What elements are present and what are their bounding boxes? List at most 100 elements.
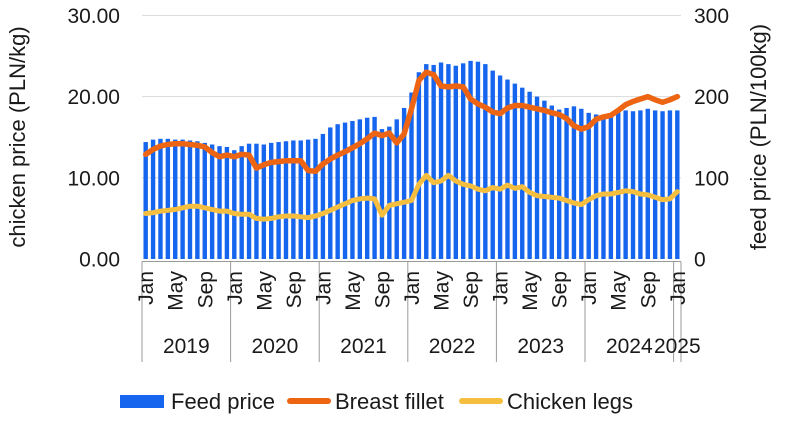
month-label: Jan <box>401 271 424 305</box>
bar-feed-price <box>298 140 303 259</box>
left-axis-title: chicken price (PLN/kg) <box>5 26 30 247</box>
legend-label-feed-price: Feed price <box>171 389 275 414</box>
bar-feed-price <box>520 87 525 259</box>
month-label: Sep <box>460 271 483 308</box>
bar-feed-price <box>490 70 495 259</box>
bar-feed-price <box>276 142 281 259</box>
bar-feed-price <box>165 138 171 259</box>
bar-feed-price <box>638 110 643 260</box>
bar-feed-price <box>246 143 252 259</box>
right-tick-label: 0 <box>694 249 706 272</box>
feed-price-bars <box>143 60 680 260</box>
right-tick-label: 100 <box>694 167 729 190</box>
bar-feed-price <box>542 100 547 259</box>
bar-feed-price <box>527 91 532 259</box>
month-label: May <box>519 271 542 311</box>
month-label: Jan <box>135 271 158 305</box>
bar-feed-price <box>660 111 665 259</box>
bar-feed-price <box>549 105 554 259</box>
month-label: Jan <box>578 271 601 305</box>
bar-feed-price <box>512 83 518 259</box>
month-label: Jan <box>490 271 513 305</box>
bar-feed-price <box>342 122 348 259</box>
bar-feed-price <box>438 62 444 259</box>
bar-feed-price <box>593 114 599 260</box>
bar-feed-price <box>158 138 163 259</box>
month-label: May <box>253 271 276 311</box>
x-axis-band: Jan May Sep 2019 Jan May Sep 2020 Jan May Sep 2021 J… <box>135 261 701 362</box>
bar-feed-price <box>652 110 658 260</box>
bar-feed-price <box>328 127 333 260</box>
bar-feed-price <box>239 146 244 259</box>
bar-feed-price <box>475 61 481 260</box>
bar-feed-price <box>305 139 311 259</box>
bar-feed-price <box>173 139 178 259</box>
bar-feed-price <box>497 75 503 259</box>
line-chicken-legs <box>143 172 680 222</box>
line-breast-fillet <box>142 69 681 175</box>
bar-feed-price <box>409 92 414 259</box>
bar-feed-price <box>601 116 606 259</box>
month-label: Jan <box>224 271 247 305</box>
bar-feed-price <box>556 109 562 259</box>
bar-feed-price <box>387 126 392 259</box>
month-label: Sep <box>283 271 306 308</box>
bar-feed-price <box>217 146 222 259</box>
bar-feed-price <box>424 64 429 260</box>
bar-feed-price <box>143 142 148 259</box>
bar-feed-price <box>313 138 318 259</box>
bar-feed-price <box>446 64 451 260</box>
left-axis-ticks: 0.00 10.00 20.00 30.00 <box>67 5 120 272</box>
left-tick-label: 20.00 <box>67 86 120 109</box>
left-tick-label: 30.00 <box>67 5 120 28</box>
month-label: May <box>165 271 188 311</box>
year-label: 2025 <box>654 335 701 358</box>
bar-feed-price <box>202 142 207 259</box>
bar-feed-price <box>372 116 377 260</box>
bar-feed-price <box>283 141 289 259</box>
right-axis-title: feed price (PLN/100kg) <box>746 24 771 250</box>
month-label: Sep <box>194 271 217 308</box>
month-label: Sep <box>637 271 660 308</box>
bar-feed-price <box>180 139 185 259</box>
bar-feed-price <box>645 108 650 259</box>
legend: Feed price Breast fillet Chicken legs <box>120 389 633 414</box>
bar-feed-price <box>357 119 363 259</box>
legend-label-breast-fillet: Breast fillet <box>335 389 444 414</box>
year-label: 2020 <box>252 335 299 358</box>
bar-feed-price <box>187 140 193 259</box>
bar-feed-price <box>571 106 577 260</box>
year-label: 2023 <box>517 335 564 358</box>
legend-swatch-feed-price <box>120 395 164 408</box>
year-label: 2024 <box>606 335 653 358</box>
bar-feed-price <box>505 79 510 259</box>
month-label: Jan <box>667 271 690 305</box>
bar-feed-price <box>401 107 407 259</box>
bar-feed-price <box>350 120 355 260</box>
bar-feed-price <box>364 117 370 259</box>
bar-feed-price <box>335 124 340 259</box>
bar-feed-price <box>534 96 540 259</box>
month-label: Sep <box>371 271 394 308</box>
bar-feed-price <box>586 112 591 259</box>
year-label: 2021 <box>340 335 387 358</box>
bar-feed-price <box>195 141 200 259</box>
price-lines <box>142 69 681 222</box>
left-tick-label: 0.00 <box>79 249 120 272</box>
year-label: 2019 <box>163 335 210 358</box>
bar-feed-price <box>379 129 385 259</box>
bar-feed-price <box>320 133 326 259</box>
legend-label-chicken-legs: Chicken legs <box>507 389 633 414</box>
bar-feed-price <box>579 108 584 259</box>
bar-feed-price <box>468 60 473 259</box>
bar-feed-price <box>261 144 267 259</box>
right-tick-label: 300 <box>694 5 729 28</box>
bar-feed-price <box>224 146 230 259</box>
bar-feed-price <box>616 111 621 259</box>
month-label: May <box>342 271 365 311</box>
month-label: May <box>431 271 454 311</box>
bar-feed-price <box>269 142 274 259</box>
bar-feed-price <box>460 63 466 259</box>
